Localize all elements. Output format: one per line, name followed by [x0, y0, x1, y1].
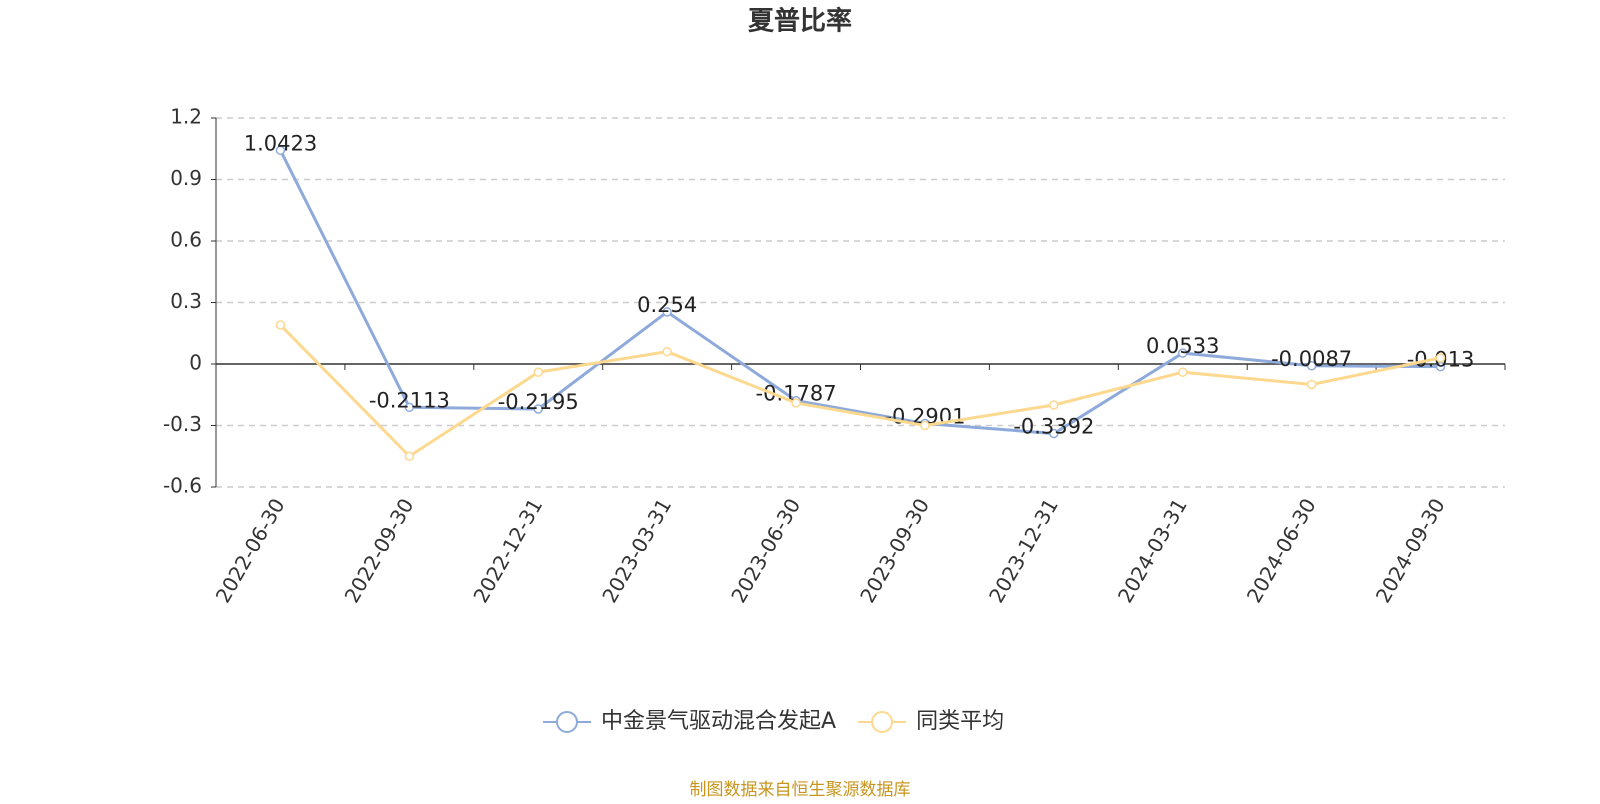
data-point [1306, 361, 1317, 371]
x-tick-label: 2022-09-30 [340, 494, 419, 607]
data-point [791, 398, 801, 408]
x-tick-label: 2024-03-31 [1113, 494, 1192, 607]
data-label: 1.0423 [244, 131, 317, 155]
y-tick-label: 0.9 [170, 166, 202, 190]
data-point [1435, 361, 1446, 372]
data-point [1435, 353, 1446, 363]
legend-marker[interactable] [556, 711, 578, 733]
x-tick-label: 2024-09-30 [1371, 494, 1450, 607]
x-tick-label: 2023-03-31 [597, 494, 676, 607]
data-point [1178, 348, 1188, 358]
data-point [662, 307, 672, 317]
data-label: -0.2195 [498, 390, 579, 414]
data-label: 0.0533 [1146, 334, 1219, 358]
x-tick-label: 2024-06-30 [1242, 494, 1321, 607]
legend-marker[interactable] [871, 711, 894, 733]
x-tick-label: 2023-06-30 [726, 494, 805, 607]
data-point [404, 402, 415, 413]
data-label: 0.254 [637, 293, 697, 317]
chart-title: 夏普比率 [748, 6, 852, 37]
y-tick-label: -0.6 [163, 474, 202, 498]
data-point [1178, 367, 1188, 377]
data-label: -0.2113 [369, 388, 450, 412]
x-tick-label: 2023-12-31 [984, 494, 1063, 607]
legend-label[interactable]: 同类平均 [916, 709, 1004, 734]
data-point [275, 320, 286, 330]
data-point [1049, 428, 1059, 439]
data-point [533, 367, 543, 377]
legend-label[interactable]: 中金景气驱动混合发起A [601, 709, 836, 734]
data-point [404, 451, 415, 461]
y-tick-label: 0.6 [170, 228, 202, 252]
data-point [533, 404, 543, 414]
data-point [662, 346, 672, 357]
y-tick-label: 0.3 [170, 289, 202, 313]
data-point [920, 420, 930, 431]
series-line [279, 149, 1441, 436]
data-point [275, 145, 286, 156]
source-note: 制图数据来自恒生聚源数据库 [690, 780, 911, 800]
data-label: -0.3392 [1013, 415, 1094, 439]
y-tick-label: 0 [189, 351, 202, 375]
y-tick-label: 1.2 [170, 105, 202, 129]
x-tick-label: 2022-06-30 [211, 494, 290, 607]
series-line [279, 323, 1441, 459]
data-point [1306, 379, 1317, 390]
data-point [1049, 400, 1059, 410]
data-label: -0.0087 [1271, 347, 1352, 371]
x-tick-label: 2023-09-30 [855, 494, 934, 607]
y-tick-label: -0.3 [163, 412, 202, 436]
x-tick-label: 2022-12-31 [468, 494, 547, 607]
